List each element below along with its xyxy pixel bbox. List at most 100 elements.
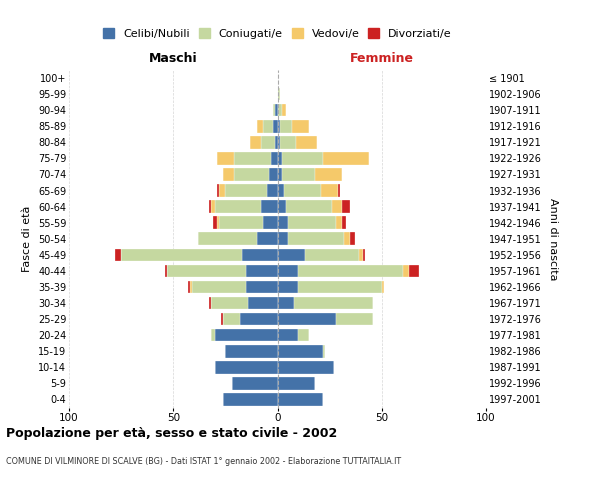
Bar [226, 345, 277, 358]
Bar [215, 361, 277, 374]
Bar [277, 136, 280, 148]
Bar [246, 280, 277, 293]
Text: Maschi: Maschi [149, 52, 197, 65]
Bar [219, 184, 226, 197]
Bar [277, 361, 334, 374]
Bar [323, 345, 325, 358]
Bar [277, 297, 294, 310]
Bar [277, 313, 336, 326]
Bar [403, 264, 409, 277]
Bar [288, 216, 336, 229]
Bar [192, 280, 246, 293]
Bar [336, 313, 373, 326]
Bar [198, 232, 257, 245]
Bar [219, 216, 263, 229]
Bar [213, 216, 217, 229]
Bar [188, 280, 190, 293]
Bar [217, 216, 219, 229]
Bar [223, 313, 240, 326]
Bar [277, 200, 286, 213]
Bar [211, 329, 215, 342]
Bar [277, 280, 298, 293]
Bar [217, 152, 234, 164]
Bar [277, 393, 323, 406]
Bar [281, 104, 286, 117]
Bar [315, 168, 342, 180]
Bar [277, 216, 288, 229]
Bar [223, 393, 277, 406]
Bar [350, 232, 355, 245]
Legend: Celibi/Nubili, Coniugati/e, Vedovi/e, Divorziati/e: Celibi/Nubili, Coniugati/e, Vedovi/e, Di… [103, 28, 452, 38]
Bar [296, 136, 317, 148]
Y-axis label: Fasce di età: Fasce di età [22, 206, 32, 272]
Bar [275, 136, 277, 148]
Bar [215, 329, 277, 342]
Bar [305, 248, 359, 261]
Bar [277, 184, 284, 197]
Bar [382, 280, 384, 293]
Bar [342, 216, 346, 229]
Bar [280, 120, 292, 132]
Bar [261, 136, 275, 148]
Bar [277, 104, 281, 117]
Y-axis label: Anni di nascita: Anni di nascita [548, 198, 559, 280]
Bar [277, 329, 298, 342]
Bar [277, 264, 298, 277]
Bar [277, 232, 288, 245]
Bar [359, 248, 363, 261]
Bar [217, 184, 219, 197]
Bar [409, 264, 419, 277]
Bar [298, 280, 382, 293]
Text: Femmine: Femmine [350, 52, 414, 65]
Bar [281, 168, 315, 180]
Bar [292, 120, 309, 132]
Bar [277, 88, 280, 101]
Bar [294, 297, 373, 310]
Text: Popolazione per età, sesso e stato civile - 2002: Popolazione per età, sesso e stato civil… [6, 428, 337, 440]
Bar [281, 152, 323, 164]
Bar [215, 200, 261, 213]
Bar [277, 345, 323, 358]
Bar [263, 120, 274, 132]
Bar [277, 152, 281, 164]
Bar [275, 104, 277, 117]
Bar [280, 136, 296, 148]
Bar [250, 136, 261, 148]
Bar [363, 248, 365, 261]
Bar [332, 200, 342, 213]
Bar [267, 184, 277, 197]
Bar [165, 264, 167, 277]
Bar [234, 168, 269, 180]
Bar [274, 104, 275, 117]
Bar [121, 248, 242, 261]
Bar [242, 248, 277, 261]
Bar [226, 184, 267, 197]
Bar [338, 184, 340, 197]
Bar [323, 152, 369, 164]
Bar [344, 232, 350, 245]
Bar [277, 168, 281, 180]
Bar [342, 200, 350, 213]
Bar [167, 264, 246, 277]
Bar [246, 264, 277, 277]
Bar [211, 297, 248, 310]
Bar [336, 216, 342, 229]
Bar [240, 313, 277, 326]
Bar [277, 248, 305, 261]
Bar [298, 264, 403, 277]
Bar [271, 152, 277, 164]
Bar [209, 200, 211, 213]
Text: COMUNE DI VILMINORE DI SCALVE (BG) - Dati ISTAT 1° gennaio 2002 - Elaborazione T: COMUNE DI VILMINORE DI SCALVE (BG) - Dat… [6, 458, 401, 466]
Bar [261, 200, 277, 213]
Bar [190, 280, 192, 293]
Bar [221, 313, 223, 326]
Bar [223, 168, 234, 180]
Bar [257, 120, 263, 132]
Bar [321, 184, 338, 197]
Bar [286, 200, 332, 213]
Bar [232, 377, 277, 390]
Bar [277, 377, 315, 390]
Bar [288, 232, 344, 245]
Bar [284, 184, 321, 197]
Bar [257, 232, 277, 245]
